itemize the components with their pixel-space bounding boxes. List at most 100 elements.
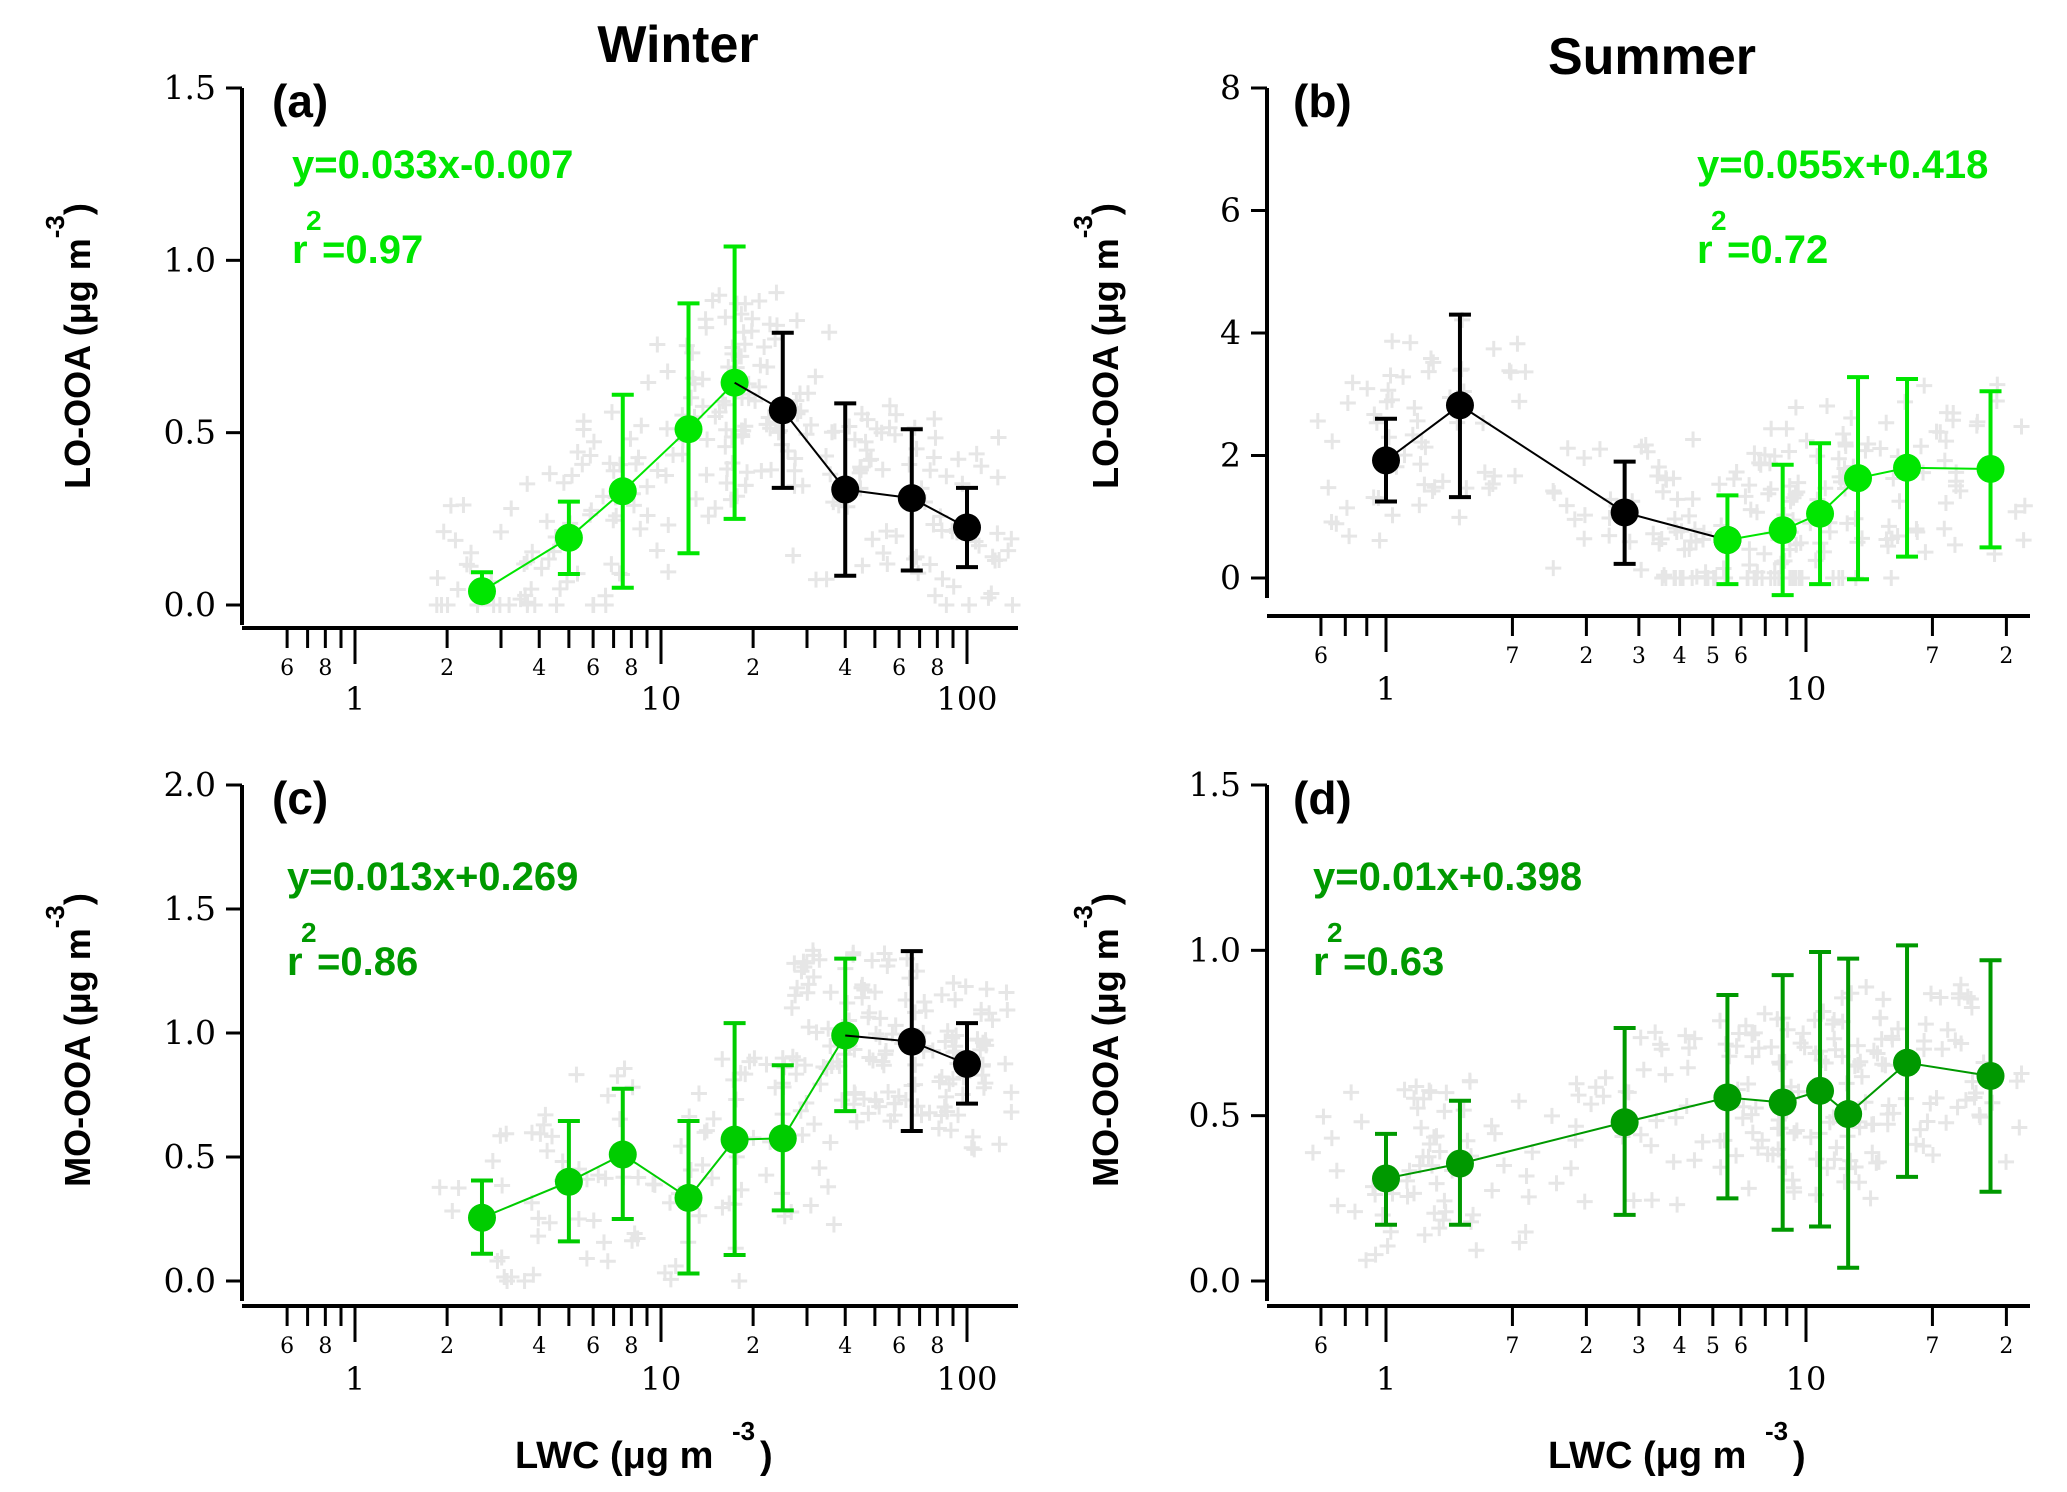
y-axis-label-close: ) [57, 203, 98, 215]
x-minor-tick-label: 6 [1314, 1334, 1328, 1359]
scatter-cross [818, 448, 835, 465]
scatter-cross [2016, 497, 2033, 514]
scatter-cross [1587, 1079, 1604, 1096]
scatter-cross [861, 1049, 878, 1066]
x-minor-tick-label: 7 [1925, 1334, 1939, 1359]
scatter-cross [1897, 393, 1914, 410]
scatter-cross [578, 1250, 595, 1267]
data-point [831, 475, 860, 504]
scatter-cross [1645, 525, 1662, 542]
y-axis-label-text: LO-OOA (μg m [57, 238, 98, 489]
scatter-cross [1437, 1203, 1454, 1220]
scatter-cross [563, 467, 580, 484]
scatter-cross [1932, 424, 1949, 441]
scatter-cross [752, 357, 769, 374]
scatter-cross [494, 1177, 511, 1194]
scatter-cross [541, 1214, 558, 1231]
scatter-cross [784, 1048, 801, 1065]
series-line [481, 381, 736, 593]
scatter-cross [1676, 541, 1693, 558]
scatter-cross [997, 1055, 1014, 1072]
scatter-cross [439, 597, 456, 613]
winter-title: Winter [597, 16, 758, 74]
scatter-cross [1633, 561, 1650, 578]
scatter-cross [1576, 507, 1593, 524]
scatter-cross [1367, 1186, 1384, 1203]
x-minor-tick-label: 4 [532, 1334, 546, 1359]
scatter-cross [731, 1273, 748, 1289]
scatter-cross [1367, 1246, 1384, 1263]
x-minor-tick-label: 4 [532, 656, 546, 681]
scatter-cross [1413, 1119, 1430, 1136]
scatter-cross [435, 523, 452, 540]
scatter-cross [822, 1037, 839, 1054]
scatter-cross [1003, 1084, 1020, 1101]
scatter-cross [1402, 334, 1419, 351]
scatter-cross [611, 1111, 628, 1128]
panel-label: (d) [1293, 772, 1352, 824]
data-point [1768, 1088, 1797, 1117]
scatter-cross [786, 462, 803, 479]
scatter-cross [1847, 510, 1864, 527]
scatter-cross [1511, 1234, 1528, 1251]
x-major-tick-label: 10 [1786, 1360, 1827, 1398]
scatter-cross [707, 408, 724, 425]
scatter-cross [596, 1234, 613, 1251]
r-squared-exp: 2 [301, 917, 317, 948]
scatter-cross [1517, 1223, 1534, 1240]
scatter-cross [1468, 1242, 1485, 1259]
scatter-cross [1741, 477, 1758, 494]
x-axis-label-winter: LWC (μg m -3 ) [515, 1416, 773, 1477]
scatter-cross [1567, 1118, 1584, 1135]
scatter-cross [1780, 443, 1797, 460]
scatter-cross [649, 542, 666, 559]
scatter-cross [1749, 564, 1766, 581]
scatter-cross [585, 433, 602, 450]
scatter-cross [1787, 399, 1804, 416]
data-point [768, 1124, 797, 1153]
scatter-cross [872, 1010, 889, 1027]
x-minor-tick-label: 8 [318, 656, 332, 681]
scatter-cross [1750, 1040, 1767, 1057]
y-tick-label: 1.0 [164, 240, 216, 279]
scatter-cross [492, 523, 509, 540]
scatter-cross [1912, 1121, 1929, 1138]
scatter-cross [1595, 1088, 1612, 1105]
scatter-cross [1380, 382, 1397, 399]
scatter-cross [524, 543, 541, 560]
scatter-cross [1685, 431, 1702, 448]
scatter-cross [555, 474, 572, 491]
scatter-cross [698, 1122, 715, 1139]
scatter-cross [751, 293, 768, 310]
scatter-cross [1341, 528, 1358, 545]
scatter-cross [698, 466, 715, 483]
data-point [1768, 516, 1797, 545]
scatter-cross [917, 1002, 934, 1019]
scatter-cross [1320, 479, 1337, 496]
x-minor-tick-label: 2 [746, 656, 760, 681]
scatter-cross [879, 555, 896, 572]
scatter-cross [1740, 1180, 1757, 1197]
data-point [1893, 453, 1922, 482]
scatter-cross [1680, 507, 1697, 524]
data-point [554, 1167, 583, 1196]
scatter-cross [987, 552, 1004, 569]
x-minor-tick-label: 2 [440, 656, 454, 681]
scatter-cross [1408, 1078, 1425, 1095]
scatter-cross [1839, 515, 1856, 532]
scatter-cross [864, 531, 881, 548]
scatter-cross [1792, 534, 1809, 551]
scatter-cross [682, 1161, 699, 1178]
x-minor-tick-label: 8 [624, 1334, 638, 1359]
r-squared-exp: 2 [1711, 205, 1727, 236]
scatter-cross [444, 1202, 461, 1219]
scatter-cross [1875, 991, 1892, 1008]
scatter-cross [1928, 1090, 1945, 1107]
scatter-cross [1754, 1132, 1771, 1149]
scatter-cross [1003, 530, 1020, 547]
scatter-cross [787, 987, 804, 1004]
scatter-cross [1752, 456, 1769, 473]
scatter-cross [807, 368, 824, 385]
x-minor-tick-label: 7 [1505, 1334, 1519, 1359]
x-minor-tick-label: 2 [1999, 1334, 2013, 1359]
